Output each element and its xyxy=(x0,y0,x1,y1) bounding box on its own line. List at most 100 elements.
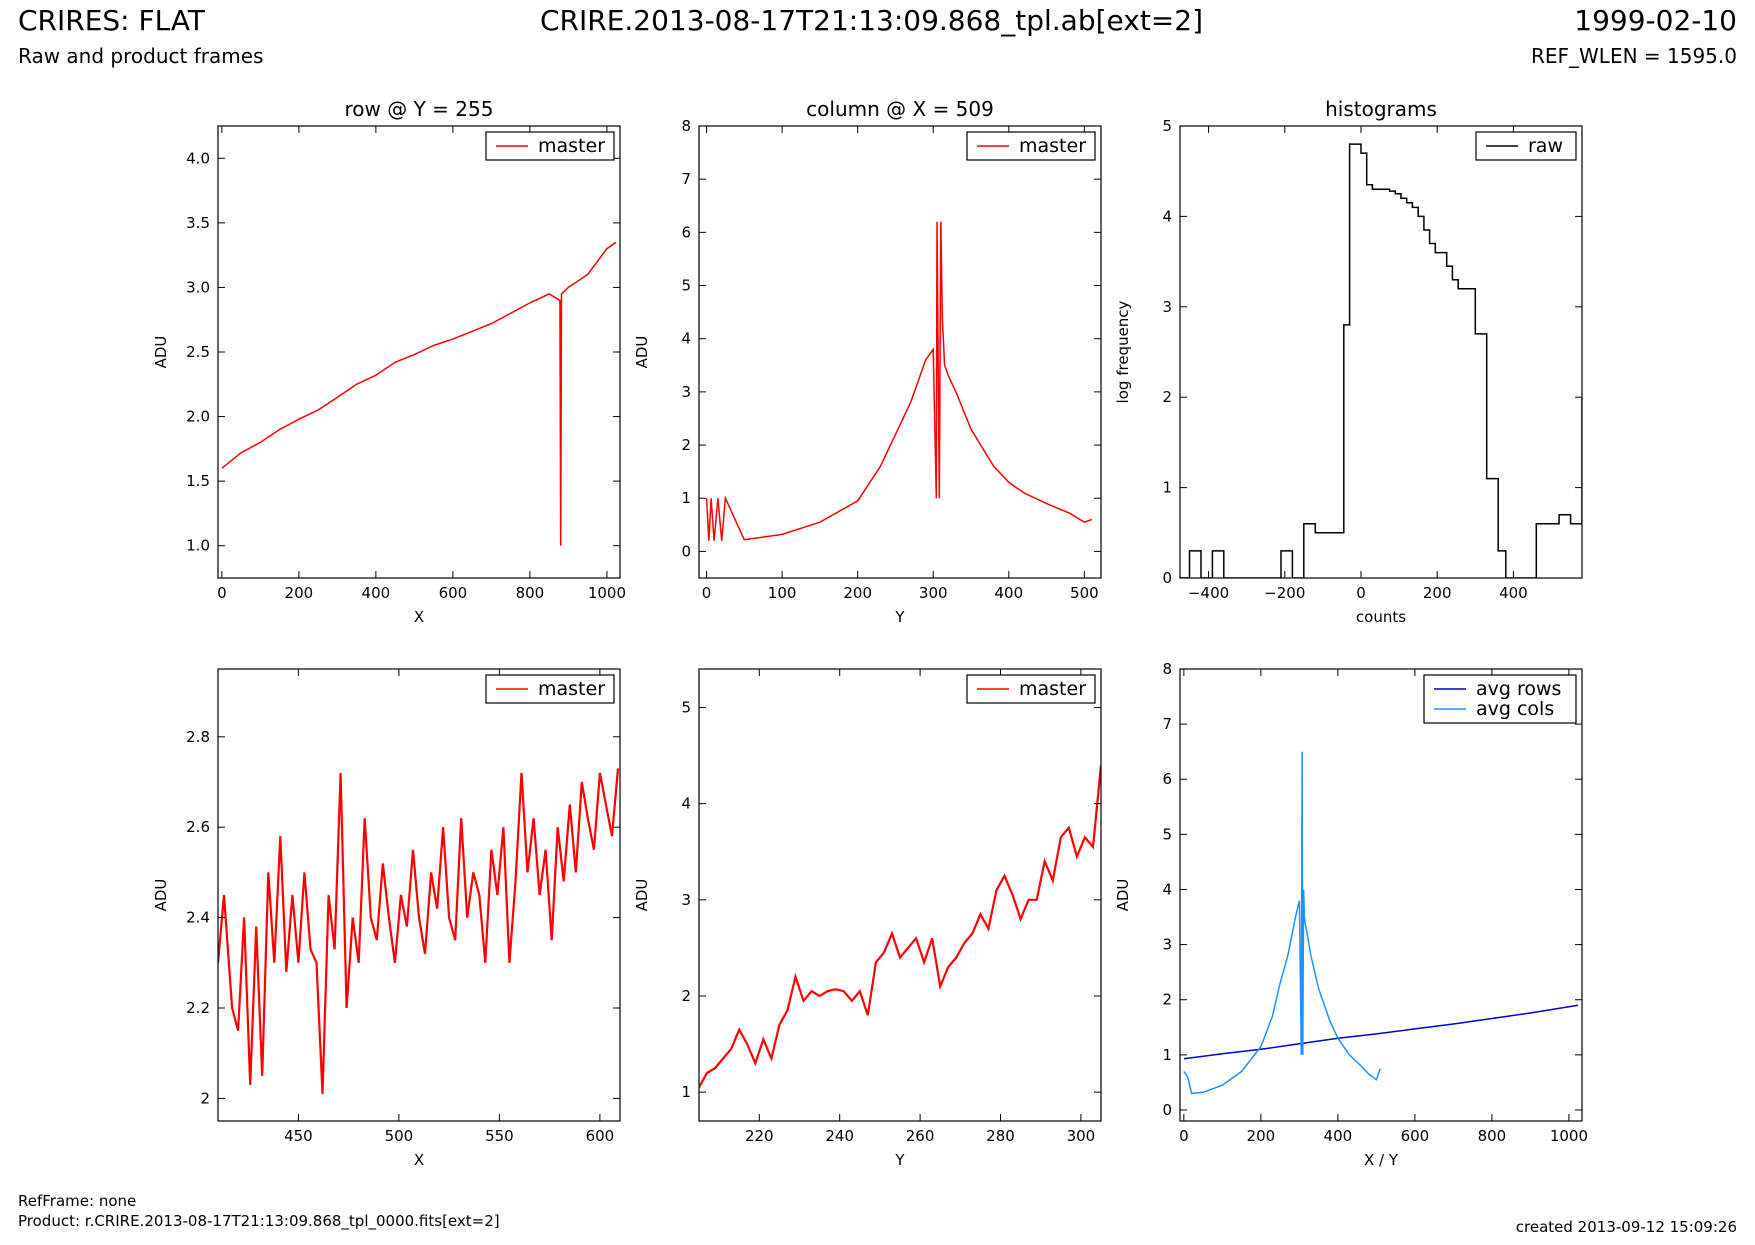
y-tick-label: 2.6 xyxy=(186,818,210,836)
x-tick-label: 550 xyxy=(485,1127,514,1145)
y-tick-label: 4 xyxy=(1162,880,1172,898)
y-tick-label: 3 xyxy=(681,383,691,401)
legend-label: master xyxy=(1019,135,1086,157)
x-axis-label: Y xyxy=(894,1151,905,1169)
x-tick-label: 400 xyxy=(1499,584,1528,602)
legend: master xyxy=(485,674,615,704)
y-tick-label: 4 xyxy=(681,330,691,348)
y-tick-label: 5 xyxy=(681,277,691,295)
y-tick-label: 1.0 xyxy=(186,537,210,555)
x-tick-label: 280 xyxy=(986,1127,1015,1145)
y-tick-label: 2 xyxy=(1162,388,1172,406)
y-axis-label: ADU xyxy=(633,336,651,369)
legend: master xyxy=(485,131,615,161)
y-tick-label: 4 xyxy=(681,795,691,813)
y-tick-label: 8 xyxy=(681,117,691,135)
x-tick-label: 100 xyxy=(768,584,797,602)
x-tick-label: −200 xyxy=(1264,584,1305,602)
y-tick-label: 3.0 xyxy=(186,278,210,296)
x-tick-label: 800 xyxy=(516,584,545,602)
y-tick-label: 0 xyxy=(1162,1101,1172,1119)
x-tick-label: 300 xyxy=(919,584,948,602)
y-tick-label: 2.2 xyxy=(186,999,210,1017)
series-line-master xyxy=(705,221,1093,541)
legend-label: avg cols xyxy=(1476,698,1554,720)
legend-label: master xyxy=(1019,678,1086,700)
legend-box xyxy=(1423,674,1577,724)
y-tick-label: 0 xyxy=(681,542,691,560)
y-tick-label: 7 xyxy=(681,170,691,188)
plot-frame xyxy=(1179,125,1583,579)
x-tick-label: 300 xyxy=(1067,1127,1096,1145)
y-tick-label: 3.5 xyxy=(186,214,210,232)
x-tick-label: 260 xyxy=(906,1127,935,1145)
plot-frame xyxy=(217,668,621,1122)
y-tick-label: 1.5 xyxy=(186,472,210,490)
legend-label: raw xyxy=(1528,135,1563,157)
x-tick-label: 0 xyxy=(1179,1127,1189,1145)
y-tick-label: 2 xyxy=(681,987,691,1005)
x-tick-label: 200 xyxy=(285,584,314,602)
page-subtitle: Raw and product frames xyxy=(18,44,264,68)
x-tick-label: 0 xyxy=(217,584,227,602)
y-tick-label: 6 xyxy=(681,223,691,241)
y-tick-label: 2 xyxy=(1162,991,1172,1009)
x-tick-label: 0 xyxy=(1356,584,1366,602)
chart-title: column @ X = 509 xyxy=(806,97,994,121)
y-tick-label: 2.8 xyxy=(186,728,210,746)
x-tick-label: 500 xyxy=(385,1127,414,1145)
file-title: CRIRE.2013-08-17T21:13:09.868_tpl.ab[ext… xyxy=(540,4,1204,37)
chart-title: row @ Y = 255 xyxy=(345,97,494,121)
date-label: 1999-02-10 xyxy=(1574,4,1737,37)
y-tick-label: 5 xyxy=(1162,117,1172,135)
x-tick-label: 1000 xyxy=(588,584,626,602)
y-tick-label: 2.0 xyxy=(186,408,210,426)
chart-panel-p2: column @ X = 509 0 100 200 300 400 500 0 1 2 3 4 5 6 7… xyxy=(633,97,1102,626)
x-tick-label: 0 xyxy=(702,584,712,602)
product-label: Product: r.CRIRE.2013-08-17T21:13:09.868… xyxy=(18,1212,500,1230)
y-tick-label: 5 xyxy=(681,698,691,716)
y-tick-label: 1 xyxy=(681,489,691,507)
y-tick-label: 3 xyxy=(681,891,691,909)
y-tick-label: 1 xyxy=(1162,1046,1172,1064)
x-tick-label: 800 xyxy=(1478,1127,1507,1145)
series-line-avg-rows xyxy=(1183,1004,1579,1060)
series-line-master xyxy=(221,241,617,546)
legend: master xyxy=(966,674,1096,704)
plot-frame xyxy=(698,668,1102,1122)
x-tick-label: 450 xyxy=(284,1127,313,1145)
y-tick-label: 3 xyxy=(1162,298,1172,316)
series-line-master xyxy=(218,768,620,1094)
y-tick-label: 2 xyxy=(681,436,691,454)
y-tick-label: 6 xyxy=(1162,770,1172,788)
chart-panel-p5: 220 240 260 280 300 1 2 3 4 5 Y ADU master xyxy=(633,668,1102,1169)
x-tick-label: 500 xyxy=(1070,584,1099,602)
x-tick-label: 200 xyxy=(1247,1127,1276,1145)
legend: raw xyxy=(1475,131,1577,161)
y-tick-label: 2.5 xyxy=(186,343,210,361)
x-tick-label: 400 xyxy=(1324,1127,1353,1145)
x-tick-label: 200 xyxy=(1423,584,1452,602)
x-axis-label: X xyxy=(414,608,424,626)
x-tick-label: 600 xyxy=(586,1127,615,1145)
legend-box xyxy=(1475,131,1577,161)
y-tick-label: 5 xyxy=(1162,825,1172,843)
legend-label: master xyxy=(538,135,605,157)
y-tick-label: 3 xyxy=(1162,936,1172,954)
x-tick-label: 240 xyxy=(825,1127,854,1145)
y-axis-label: ADU xyxy=(152,879,170,912)
y-tick-label: 7 xyxy=(1162,715,1172,733)
y-tick-label: 8 xyxy=(1162,660,1172,678)
y-tick-label: 2.4 xyxy=(186,909,210,927)
ref-frame-label: RefFrame: none xyxy=(18,1192,137,1210)
x-tick-label: 220 xyxy=(745,1127,774,1145)
x-axis-label: X xyxy=(414,1151,424,1169)
chart-panel-p1: row @ Y = 255 0 200 400 600 800 1000 1.0 1.5 2.0 2… xyxy=(152,97,626,626)
series-line-master xyxy=(699,765,1101,1088)
x-axis-label: counts xyxy=(1356,608,1406,626)
y-tick-label: 1 xyxy=(1162,479,1172,497)
plot-frame xyxy=(1179,668,1583,1122)
chart-panel-p4: 450 500 550 600 2 2.2 2.4 2.6 2.8 X ADU master xyxy=(152,668,621,1169)
chart-panel-p3: histograms −400 −200 0 200 400 0 1 2 3 4 5 counts log… xyxy=(1114,97,1583,626)
